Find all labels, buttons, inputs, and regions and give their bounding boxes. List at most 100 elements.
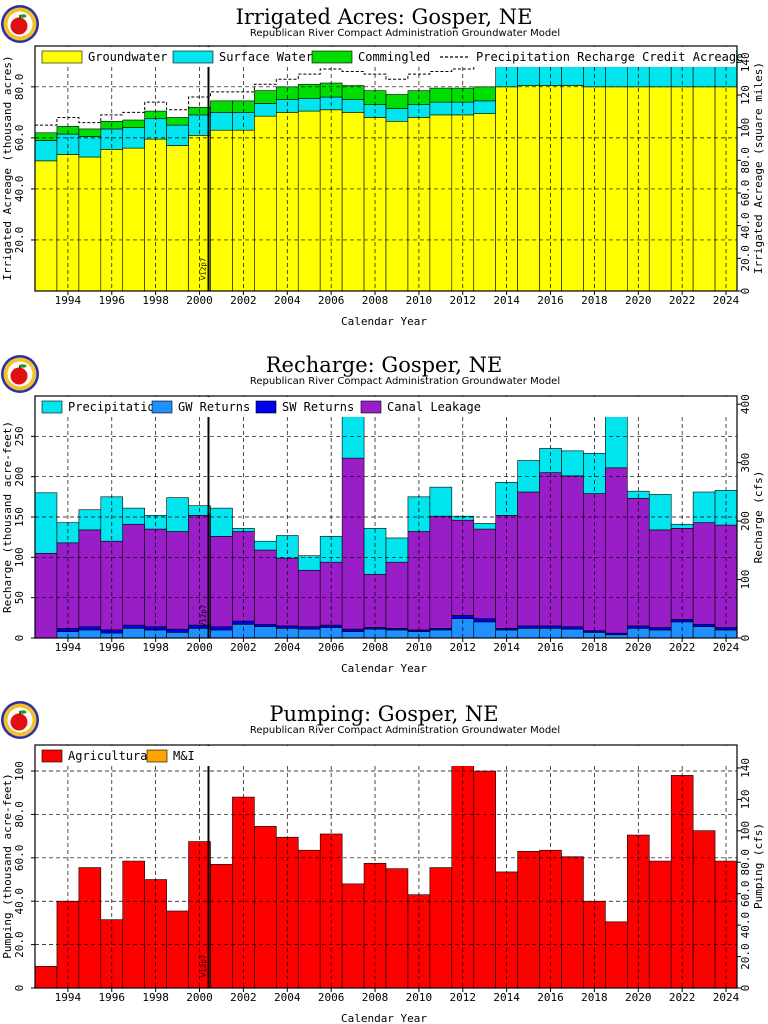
- bar-canal-leakage-1999: [166, 531, 189, 630]
- y2-tick-label: 20.0: [739, 943, 752, 970]
- bar-groundwater-2007: [341, 112, 365, 292]
- bar-agricultural-2001: [210, 864, 233, 989]
- legend-box: [36, 746, 736, 766]
- y2-tick-label: 100: [739, 118, 752, 138]
- y2-tick-label: 80.0: [739, 147, 752, 174]
- bar-agricultural-2016: [539, 849, 562, 989]
- bar-surface-water-1995: [78, 136, 102, 158]
- bar-groundwater-1995: [78, 156, 102, 292]
- x-tick-label: 2010: [406, 991, 433, 1004]
- apple-logo-1: [1, 5, 39, 43]
- bar-sw-returns-2023: [692, 623, 716, 628]
- y-tick-label: 60.0: [13, 125, 26, 152]
- bar-groundwater-1997: [122, 147, 145, 292]
- x-tick-label: 2022: [669, 641, 696, 654]
- x-tick-label: 1996: [99, 641, 126, 654]
- x-tick-label: 2002: [230, 641, 257, 654]
- legend-box: [36, 397, 736, 417]
- bar-surface-water-1993: [34, 140, 58, 162]
- version-marker-label: V12p7: [200, 955, 208, 978]
- bar-groundwater-1996: [100, 149, 124, 292]
- x-tick-label: 2024: [713, 294, 740, 307]
- y-axis-label: Recharge (thousand acre-feet): [1, 421, 14, 613]
- x-tick-label: 2018: [581, 991, 608, 1004]
- bar-gw-returns-2003: [254, 626, 277, 639]
- x-tick-label: 2010: [406, 294, 433, 307]
- legend-label: SW Returns: [282, 400, 354, 414]
- x-tick-label: 1998: [142, 641, 169, 654]
- legend-label: Canal Leakage: [387, 400, 481, 414]
- bar-canal-leakage-2017: [561, 475, 584, 628]
- logo-stem: [19, 365, 21, 369]
- bar-precipitation-2001: [210, 507, 233, 537]
- x-tick-label: 2012: [450, 641, 477, 654]
- bar-canal-leakage-2011: [429, 515, 453, 629]
- y2-axis-label: Recharge (cfs): [752, 471, 765, 564]
- y2-tick-label: 120: [739, 789, 752, 809]
- bar-precipitation-2021: [648, 494, 672, 531]
- x-tick-label: 2014: [493, 991, 520, 1004]
- bar-agricultural-1997: [122, 860, 145, 989]
- bar-canal-leakage-2009: [385, 561, 409, 629]
- bar-sw-returns-2021: [648, 627, 672, 631]
- bar-precipitation-1997: [122, 507, 145, 525]
- bar-canal-leakage-2015: [517, 491, 540, 627]
- bar-canal-leakage-2018: [583, 493, 606, 632]
- bar-sw-returns-2001: [210, 626, 233, 631]
- apple-logo-2: [1, 355, 39, 393]
- bar-surface-water-2002: [232, 112, 255, 131]
- bar-gw-returns-2013: [473, 621, 496, 639]
- bar-gw-returns-2007: [341, 631, 365, 639]
- bar-gw-returns-2015: [517, 628, 540, 639]
- logo-leaf: [19, 710, 27, 714]
- bar-canal-leakage-2013: [473, 528, 496, 619]
- y2-tick-label: 0: [739, 288, 752, 295]
- bar-groundwater-2017: [561, 85, 584, 292]
- bar-gw-returns-2001: [210, 629, 233, 639]
- bar-sw-returns-2015: [517, 625, 540, 629]
- x-tick-label: 2018: [581, 294, 608, 307]
- y2-tick-label: 0: [739, 985, 752, 992]
- chart-subtitle: Republican River Compact Administration …: [250, 28, 560, 39]
- y-axis-label: Irrigated Acreage (thousand acres): [1, 55, 14, 280]
- bar-sw-returns-1997: [122, 624, 145, 629]
- bar-agricultural-2003: [254, 826, 277, 989]
- bar-agricultural-2007: [341, 883, 365, 989]
- y2-tick-label: 100: [739, 570, 752, 590]
- bar-precipitation-2009: [385, 537, 409, 563]
- x-tick-label: 2012: [450, 991, 477, 1004]
- legend-label: Surface Water: [219, 50, 313, 64]
- legend-swatch: [360, 400, 382, 414]
- legend-label: Commingled: [358, 50, 430, 64]
- bar-commingled-2009: [385, 94, 409, 109]
- x-tick-label: 2016: [537, 641, 564, 654]
- x-tick-label: 2010: [406, 641, 433, 654]
- legend-swatch: [151, 400, 173, 414]
- bar-agricultural-2019: [605, 921, 628, 989]
- x-tick-label: 1994: [55, 294, 82, 307]
- y-tick-label: 0: [13, 985, 26, 992]
- bar-gw-returns-1997: [122, 628, 145, 639]
- bar-commingled-2011: [429, 87, 453, 103]
- legend-swatch: [41, 400, 63, 414]
- x-tick-label: 2014: [493, 641, 520, 654]
- bar-commingled-2003: [254, 90, 277, 104]
- y2-tick-label: 60.0: [739, 180, 752, 207]
- bar-precipitation-2017: [561, 450, 584, 477]
- bar-agricultural-2011: [429, 867, 453, 989]
- x-tick-label: 2006: [318, 991, 345, 1004]
- bar-surface-water-1998: [144, 118, 167, 140]
- x-tick-label: 2024: [713, 991, 740, 1004]
- y-tick-label: 100: [13, 761, 26, 781]
- legend-swatch: [311, 50, 353, 64]
- plot-frame: [34, 45, 738, 292]
- bar-gw-returns-1995: [78, 629, 102, 639]
- bar-gw-returns-2021: [648, 629, 672, 639]
- bar-sw-returns-2007: [341, 628, 365, 632]
- bar-canal-leakage-2019: [605, 467, 628, 634]
- legend-label: Precipitation: [68, 400, 162, 414]
- y-tick-label: 80.0: [13, 801, 26, 828]
